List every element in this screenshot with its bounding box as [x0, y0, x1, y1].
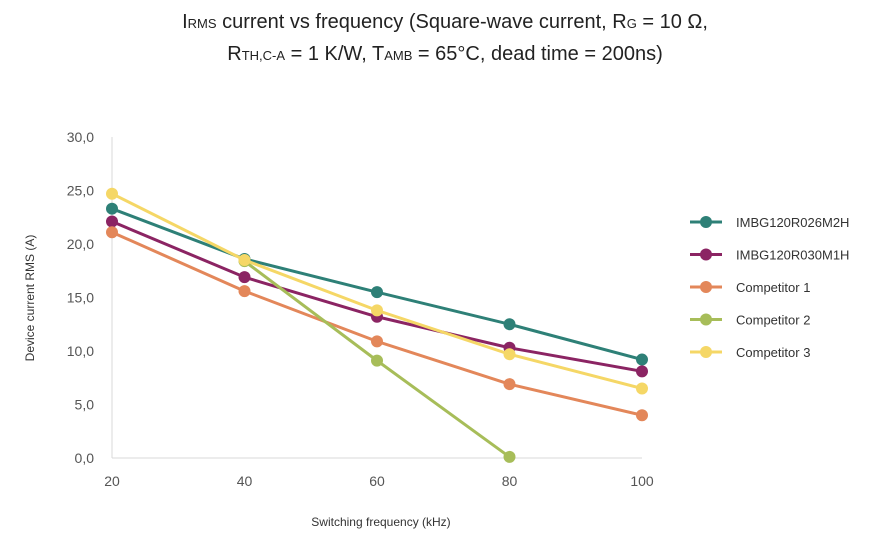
title-text-run: R: [227, 43, 241, 65]
legend-label: Competitor 2: [736, 313, 810, 328]
y-axis-title: Device current RMS (A): [23, 235, 37, 362]
y-tick-label: 0,0: [75, 450, 95, 466]
data-point: [238, 271, 251, 284]
chart-title-line-1: IRMS current vs frequency (Square-wave c…: [182, 11, 708, 33]
x-tick-label: 20: [104, 473, 120, 489]
legend-label: IMBG120R026M2H: [736, 215, 849, 230]
title-text-run: I: [182, 11, 188, 33]
legend-label: Competitor 3: [736, 345, 810, 360]
data-point: [371, 286, 383, 299]
title-text-run: current vs frequency (Square-wave curren…: [217, 11, 627, 33]
x-axis-title: Switching frequency (kHz): [311, 515, 450, 529]
data-point: [503, 378, 516, 391]
data-point: [636, 382, 648, 395]
title-subscript: AMB: [384, 48, 412, 63]
data-point: [106, 202, 118, 215]
data-point: [238, 254, 251, 267]
series-layer: [106, 187, 648, 463]
title-text-run: = 1 K/W, T: [285, 43, 384, 65]
series-line: [110, 230, 644, 417]
y-tick-label: 5,0: [75, 397, 95, 413]
legend-item: Competitor 1: [690, 280, 810, 295]
title-subscript: RMS: [188, 16, 217, 31]
legend-swatch-marker: [700, 216, 712, 228]
title-text-run: = 10 Ω,: [637, 11, 708, 33]
title-subscript: G: [627, 16, 637, 31]
data-point: [106, 215, 118, 228]
y-tick-label: 15,0: [67, 290, 94, 306]
data-point: [503, 450, 516, 463]
legend-swatch-marker: [700, 313, 712, 326]
data-point: [238, 285, 251, 298]
data-point: [636, 353, 648, 366]
data-point: [636, 409, 648, 422]
x-tick-label: 40: [237, 473, 253, 489]
data-point: [503, 348, 516, 361]
data-point: [106, 226, 118, 239]
chart-title-line-2: RTH,C-A = 1 K/W, TAMB = 65°C, dead time …: [227, 43, 662, 65]
legend-swatch-marker: [700, 248, 712, 261]
legend-item: IMBG120R026M2H: [690, 215, 849, 230]
data-point: [371, 354, 383, 367]
legend: IMBG120R026M2H IMBG120R030M1H Competitor 1…: [690, 215, 849, 360]
title-subscript: TH,C-A: [242, 48, 286, 63]
x-tick-label: 80: [502, 473, 518, 489]
legend-item: Competitor 3: [690, 345, 810, 360]
legend-item: Competitor 2: [690, 313, 810, 328]
y-tick-label: 30,0: [67, 129, 94, 145]
legend-swatch-marker: [700, 281, 712, 293]
legend-item: IMBG120R030M1H: [690, 248, 849, 263]
y-tick-label: 20,0: [67, 236, 94, 252]
data-point: [371, 335, 383, 348]
y-tick-label: 25,0: [67, 183, 94, 199]
series-competitor-3: [106, 187, 648, 395]
x-tick-labels: 20 40 60 80 100: [104, 473, 654, 489]
y-tick-labels: 0,0 5,0 10,0 15,0 20,0 25,0 30,0: [67, 129, 94, 466]
data-point: [371, 304, 383, 317]
title-text-run: = 65°C, dead time = 200ns): [412, 43, 662, 65]
legend-label: Competitor 1: [736, 280, 810, 295]
data-point: [636, 365, 648, 378]
y-tick-label: 10,0: [67, 343, 94, 359]
series-competitor-1: [106, 226, 648, 422]
x-tick-label: 100: [630, 473, 654, 489]
data-point: [106, 187, 118, 200]
legend-swatch-marker: [700, 346, 712, 358]
legend-label: IMBG120R030M1H: [736, 248, 849, 263]
x-tick-label: 60: [369, 473, 385, 489]
data-point: [503, 318, 516, 331]
